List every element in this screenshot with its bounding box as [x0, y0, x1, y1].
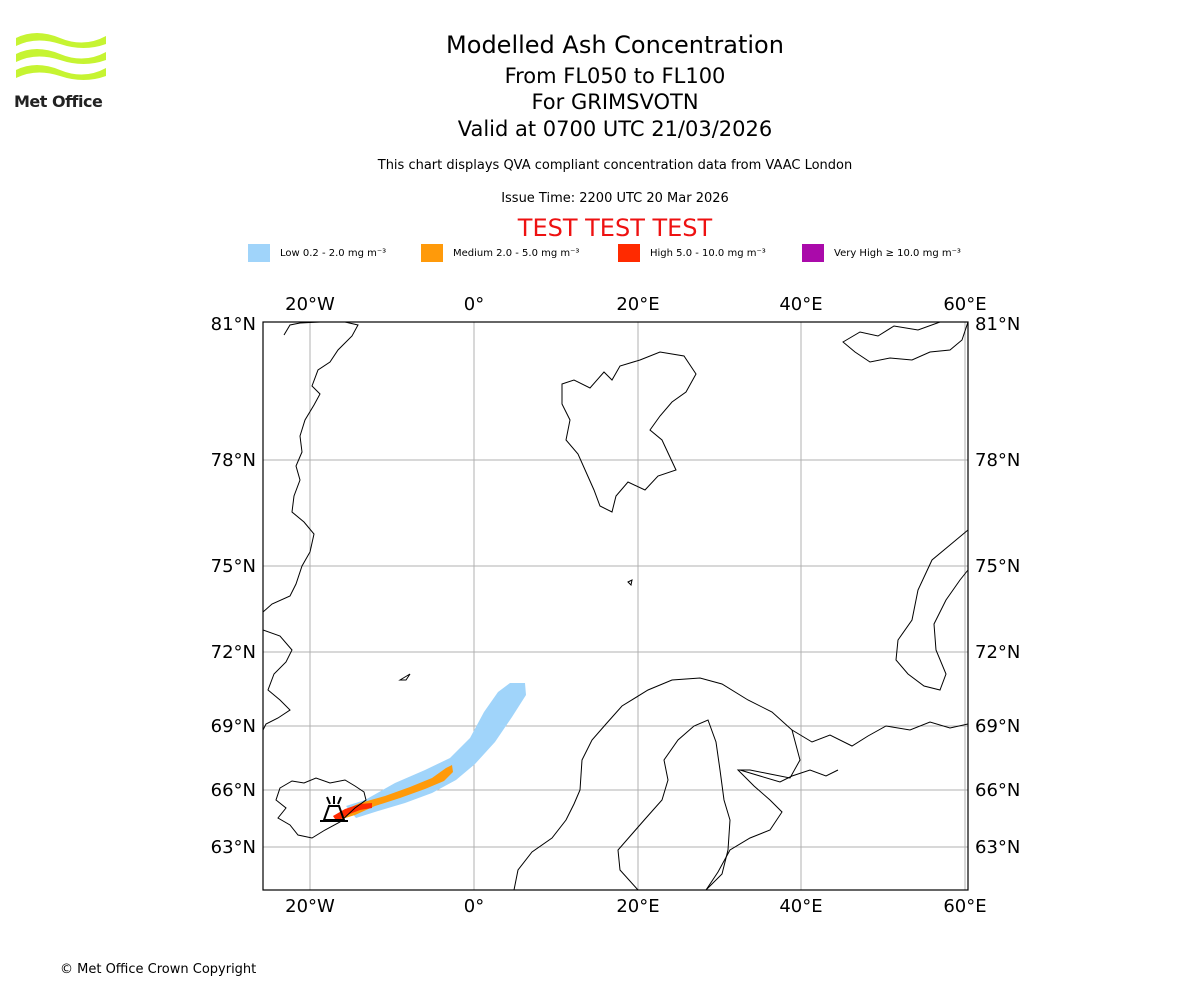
lon-tick-bottom-20w: 20°W [285, 896, 335, 917]
coastline-scandinavia [513, 677, 801, 890]
lat-tick-right-72n: 72°N [975, 642, 1020, 663]
valid-time: Valid at 0700 UTC 21/03/2026 [457, 117, 773, 141]
lat-tick-left-75n: 75°N [211, 556, 256, 577]
chart-description: This chart displays QVA compliant concen… [377, 158, 853, 173]
map-frame [262, 321, 969, 891]
coastlines [263, 322, 968, 890]
lon-tick-top-40e: 40°E [779, 294, 822, 315]
coastline-novaya-zemlya [895, 529, 968, 691]
test-banner: TEST TEST TEST [517, 214, 713, 242]
lon-tick-bottom-0: 0° [464, 896, 484, 917]
lat-tick-right-75n: 75°N [975, 556, 1020, 577]
lat-tick-right-78n: 78°N [975, 450, 1020, 471]
lon-tick-top-20w: 20°W [285, 294, 335, 315]
coastline-greenland-east [263, 629, 293, 731]
lat-tick-left-63n: 63°N [211, 837, 256, 858]
flight-level-range: From FL050 to FL100 [504, 64, 726, 88]
lon-tick-bottom-20e: 20°E [616, 896, 659, 917]
legend-item-low: Low 0.2 - 2.0 mg m⁻³ [248, 244, 386, 262]
lat-tick-right-66n: 66°N [975, 780, 1020, 801]
legend-label-medium: Medium 2.0 - 5.0 mg m⁻³ [453, 247, 580, 259]
lon-tick-top-60e: 60°E [943, 294, 986, 315]
coastline-jan-mayen [398, 673, 411, 681]
chart-title: Modelled Ash Concentration [446, 31, 784, 59]
legend-label-high: High 5.0 - 10.0 mg m⁻³ [650, 247, 766, 259]
legend-item-high: High 5.0 - 10.0 mg m⁻³ [618, 244, 766, 262]
legend-item-medium: Medium 2.0 - 5.0 mg m⁻³ [421, 244, 579, 262]
legend-label-low: Low 0.2 - 2.0 mg m⁻³ [280, 247, 387, 259]
lat-tick-left-81n: 81°N [211, 314, 256, 335]
lat-tick-right-81n: 81°N [975, 314, 1020, 335]
copyright-notice: © Met Office Crown Copyright [60, 962, 257, 977]
lat-tick-right-69n: 69°N [975, 716, 1020, 737]
met-office-logo [16, 33, 106, 80]
coastline-franz-josef [842, 322, 968, 363]
coastline-bear-island [627, 579, 633, 587]
lat-tick-left-66n: 66°N [211, 780, 256, 801]
lon-tick-bottom-40e: 40°E [779, 896, 822, 917]
volcano-icon [320, 796, 348, 822]
coastline-iceland [275, 777, 367, 839]
lon-tick-bottom-60e: 60°E [943, 896, 986, 917]
legend-label-very-high: Very High ≥ 10.0 mg m⁻³ [834, 247, 961, 259]
coastline-russia-north [791, 721, 968, 747]
issue-time: Issue Time: 2200 UTC 20 Mar 2026 [501, 191, 729, 206]
gridlines [263, 322, 968, 890]
coastline-svalbard [561, 351, 697, 513]
logo-text: Met Office [14, 92, 103, 111]
coastline-kola-inlet [739, 769, 839, 783]
coastline-greenland-north [263, 322, 359, 613]
lon-tick-top-0: 0° [464, 294, 484, 315]
legend-item-very-high: Very High ≥ 10.0 mg m⁻³ [802, 244, 961, 262]
legend-swatch-very-high [802, 244, 824, 262]
lon-tick-top-20e: 20°E [616, 294, 659, 315]
lat-tick-left-78n: 78°N [211, 450, 256, 471]
volcano-name: For GRIMSVOTN [531, 90, 699, 114]
legend-swatch-high [618, 244, 640, 262]
lat-tick-right-63n: 63°N [975, 837, 1020, 858]
legend-swatch-medium [421, 244, 443, 262]
lat-tick-left-69n: 69°N [211, 716, 256, 737]
coastline-sweden-finland [617, 719, 731, 890]
lat-tick-left-72n: 72°N [211, 642, 256, 663]
legend-swatch-low [248, 244, 270, 262]
